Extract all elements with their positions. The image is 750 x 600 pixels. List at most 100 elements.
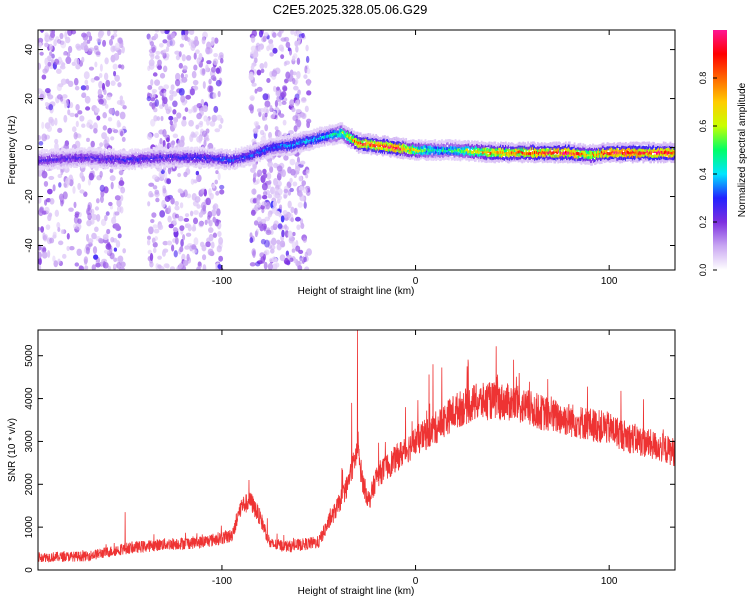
track-cell: [298, 137, 301, 141]
track-cell: [268, 142, 271, 146]
noise-cell: [41, 251, 48, 259]
track-cell: [57, 148, 60, 152]
noise-cell: [260, 218, 267, 225]
noise-cell: [114, 74, 120, 82]
track-cell: [177, 165, 180, 169]
track-cell: [38, 154, 40, 158]
track-cell: [195, 155, 197, 159]
track-cell: [112, 148, 115, 152]
track-cell: [101, 164, 104, 168]
track-cell: [130, 153, 133, 157]
track-cell: [304, 143, 307, 147]
track-cell: [160, 156, 163, 160]
noise-cell: [178, 62, 183, 69]
track-cell: [52, 153, 55, 157]
noise-cell: [162, 166, 167, 171]
noise-cell: [102, 125, 108, 131]
noise-cell: [67, 109, 71, 116]
track-cell: [284, 152, 287, 156]
noise-cell: [295, 45, 299, 53]
noise-cell: [113, 53, 120, 61]
track-cell: [171, 158, 174, 162]
track-cell: [293, 140, 296, 144]
noise-cell: [95, 262, 101, 268]
track-cell: [280, 150, 283, 154]
track-cell: [137, 154, 139, 158]
track-cell: [41, 155, 44, 159]
track-cell: [217, 166, 220, 170]
noise-cell: [44, 57, 49, 66]
track-cell: [205, 154, 208, 158]
track-cell: [228, 154, 230, 158]
track-cell: [273, 145, 276, 149]
noise-cell: [292, 181, 298, 187]
noise-cell: [75, 43, 81, 49]
noise-cell: [97, 31, 104, 39]
track-cell: [181, 148, 184, 152]
noise-cell: [157, 59, 162, 67]
track-cell: [264, 153, 267, 157]
noise-cell: [276, 165, 283, 172]
track-cell: [301, 138, 304, 142]
track-cell: [86, 162, 89, 166]
track-cell: [181, 153, 184, 157]
track-cell: [188, 150, 191, 154]
track-cell: [61, 147, 64, 151]
track-cell: [119, 159, 122, 163]
track-cell: [213, 163, 216, 167]
noise-cell: [211, 209, 217, 217]
noise-cell: [287, 200, 292, 209]
track-cell: [257, 154, 259, 158]
track-cell: [72, 158, 75, 162]
noise-cell: [296, 57, 301, 65]
track-cell: [239, 152, 242, 156]
track-cell: [170, 146, 172, 150]
track-cell: [114, 154, 117, 158]
track-cell: [145, 148, 148, 152]
noise-cell: [48, 212, 53, 218]
track-cell: [103, 148, 106, 152]
track-cell: [112, 163, 115, 167]
track-cell: [294, 143, 297, 147]
track-cell: [188, 157, 191, 161]
track-cell: [260, 143, 262, 147]
track-cell: [61, 159, 64, 163]
track-cell: [281, 140, 284, 144]
track-cell: [298, 141, 301, 145]
noise-cell: [218, 237, 224, 245]
track-cell: [63, 163, 66, 167]
track-cell: [65, 153, 68, 157]
track-cell: [166, 148, 168, 152]
track-cell: [52, 158, 55, 162]
noise-cell: [165, 30, 170, 33]
noise-cell: [86, 39, 91, 44]
track-cell: [68, 162, 71, 166]
track-cell: [71, 148, 74, 152]
track-cell: [38, 152, 41, 156]
track-cell: [76, 148, 78, 152]
noise-cell: [264, 112, 268, 118]
track-cell: [108, 151, 110, 155]
noise-cell: [162, 49, 167, 54]
noise-cell: [38, 62, 42, 71]
noise-cell: [154, 132, 160, 139]
noise-cell: [102, 112, 108, 119]
track-cell: [235, 154, 238, 158]
noise-cell: [283, 188, 289, 194]
track-cell: [181, 155, 184, 159]
noise-cell: [267, 263, 273, 270]
track-cell: [44, 166, 46, 170]
track-cell: [125, 153, 128, 157]
track-cell: [201, 162, 204, 166]
track-cell: [115, 150, 118, 154]
noise-cell: [173, 250, 178, 258]
track-cell: [251, 150, 254, 154]
track-cell: [50, 154, 53, 158]
noise-cell: [151, 237, 156, 244]
track-cell: [164, 147, 167, 151]
track-cell: [191, 154, 194, 158]
track-cell: [132, 163, 135, 167]
track-cell: [156, 160, 159, 164]
track-cell: [245, 152, 248, 156]
track-cell: [181, 157, 184, 161]
